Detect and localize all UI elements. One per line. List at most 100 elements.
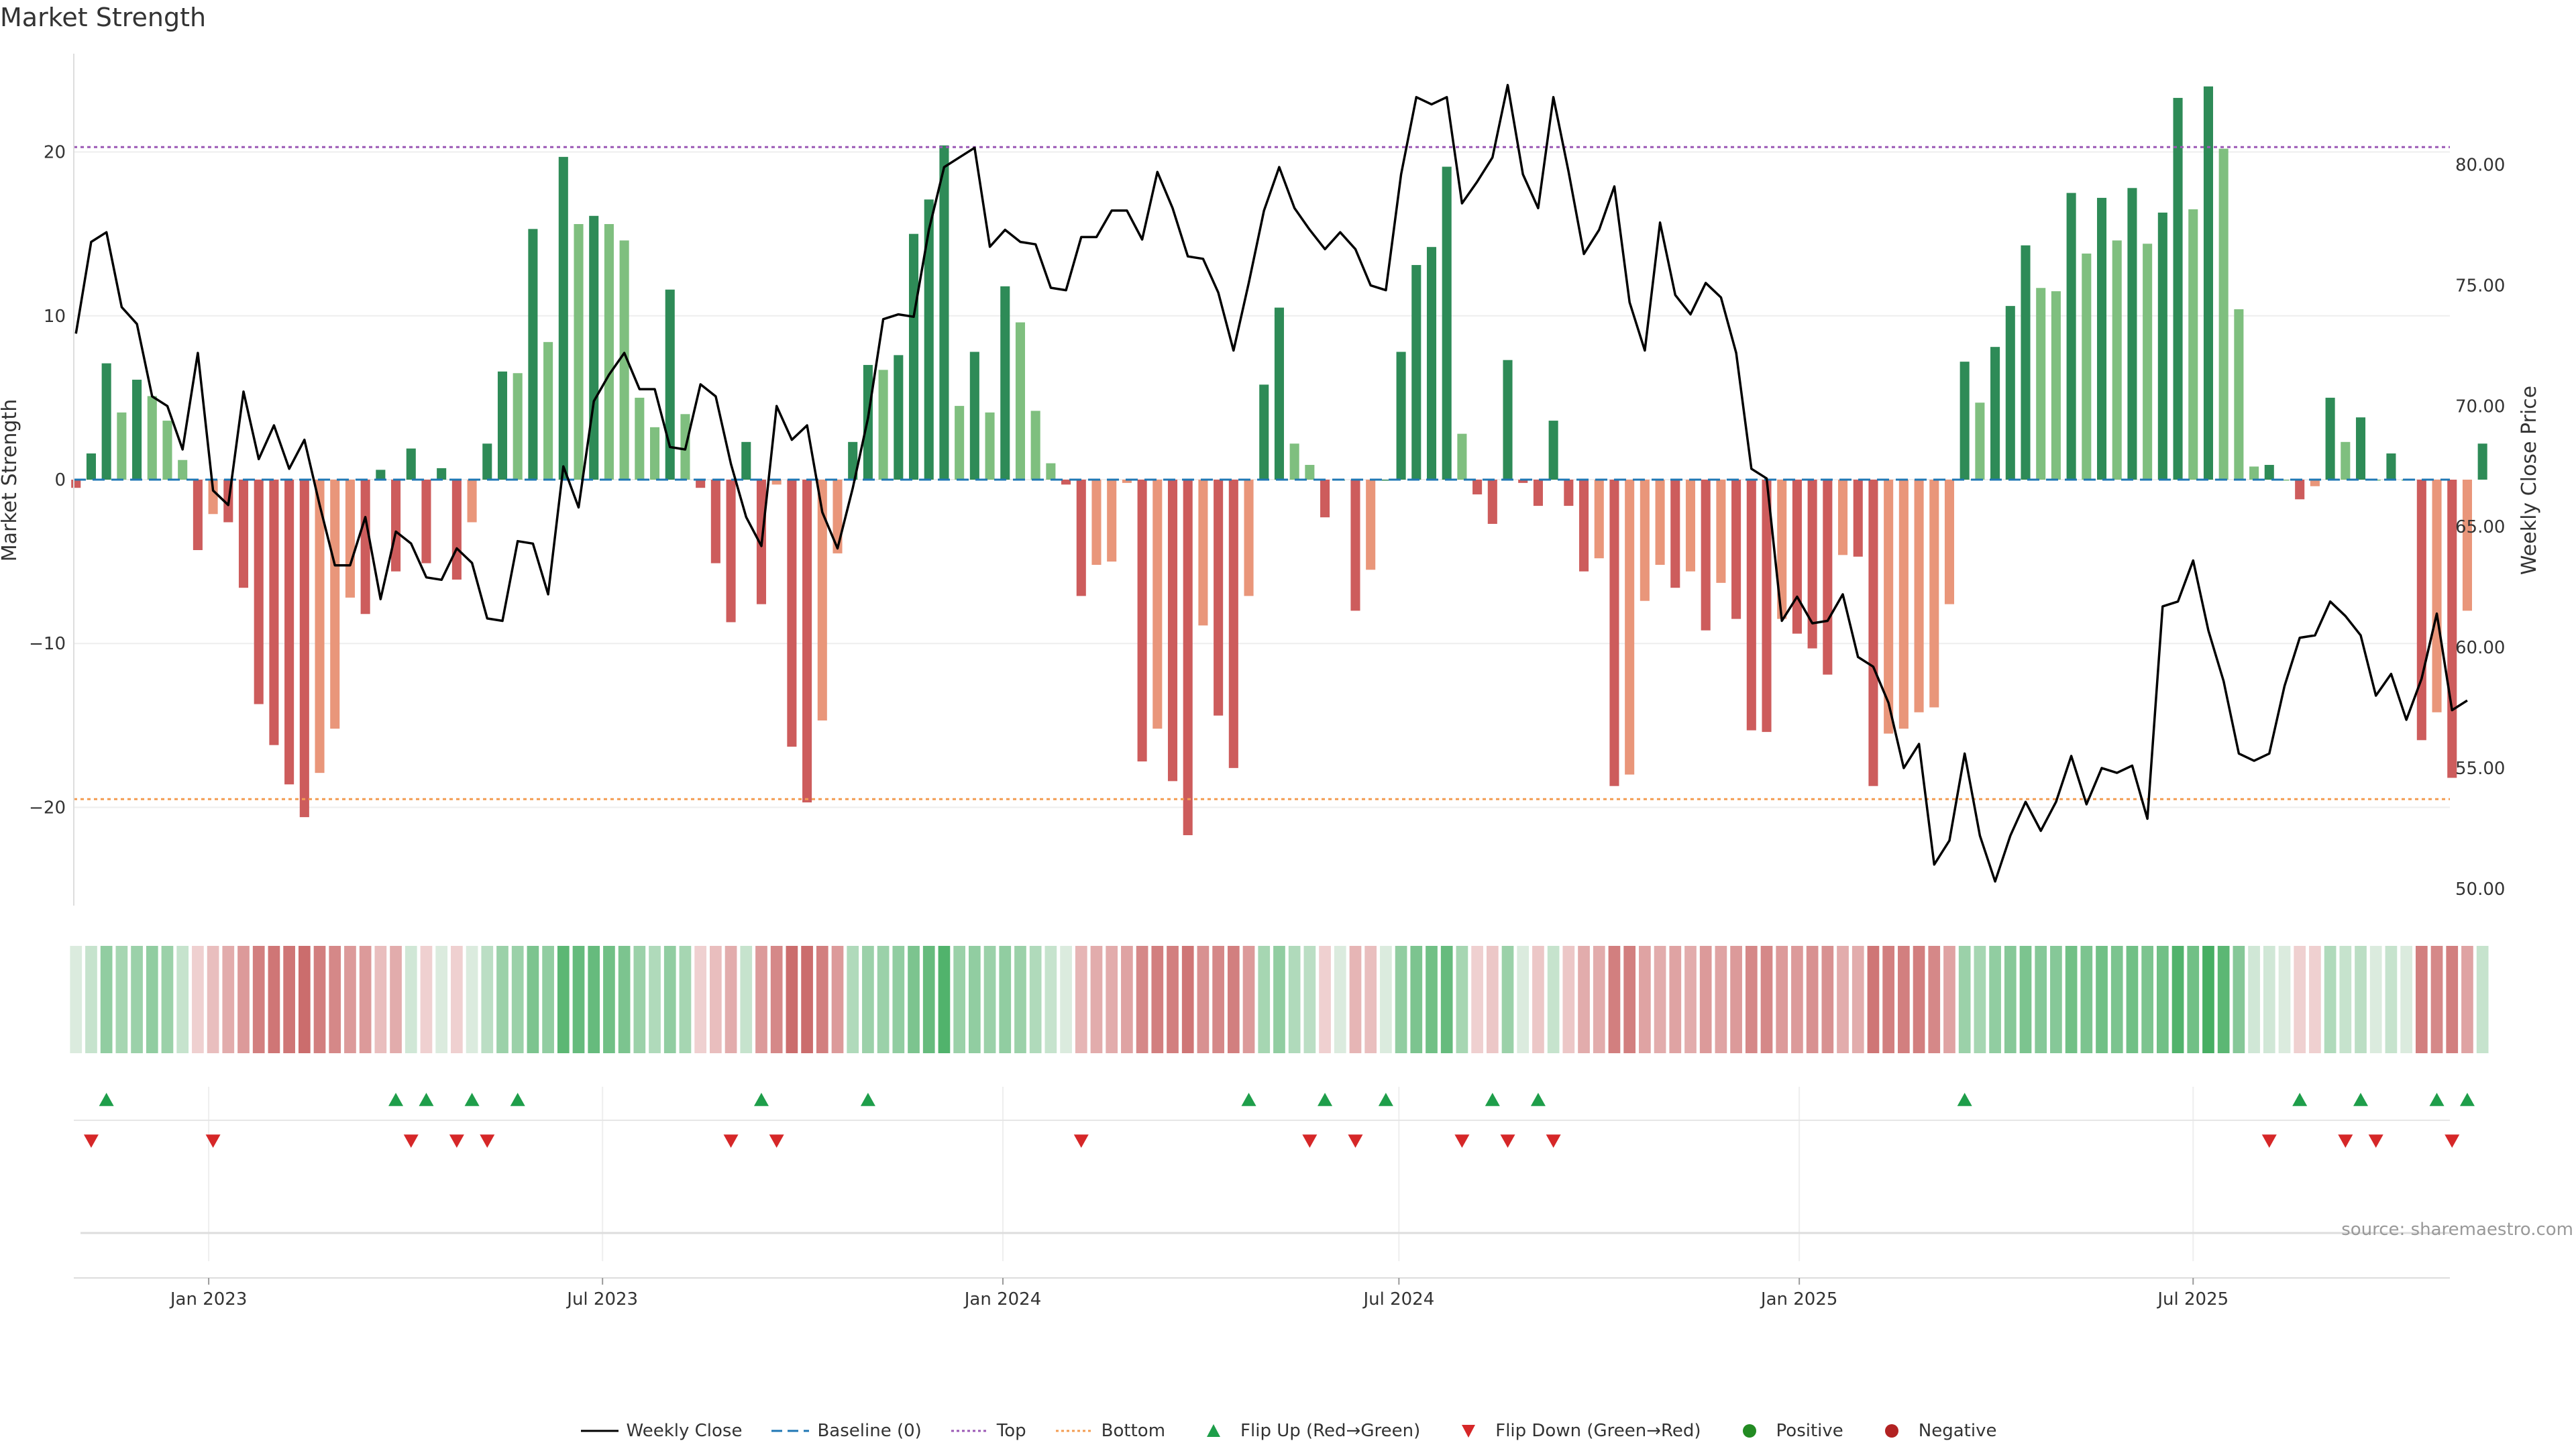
strength-bar <box>482 443 492 480</box>
heat-cell <box>2263 946 2275 1053</box>
strength-bar <box>1015 322 1026 480</box>
strength-bar <box>802 480 812 803</box>
strength-bar <box>1898 480 1909 729</box>
heat-cell <box>2324 946 2337 1053</box>
flip-up-marker <box>1957 1093 1972 1106</box>
flip-up-marker <box>388 1093 404 1106</box>
heat-cell <box>435 946 448 1053</box>
heat-cell <box>1578 946 1590 1053</box>
heat-cell <box>268 946 280 1053</box>
legend-item-top: Top <box>950 1421 1026 1441</box>
legend-item-bottom: Bottom <box>1055 1421 1165 1441</box>
heat-cell <box>770 946 783 1053</box>
strength-bar <box>1350 480 1360 611</box>
legend-label: Flip Down (Green→Red) <box>1495 1421 1701 1441</box>
flip-down-marker <box>1302 1134 1318 1148</box>
strength-bar <box>1442 166 1452 480</box>
heat-cell <box>1440 946 1453 1053</box>
heat-cell <box>1821 946 1834 1053</box>
heat-cell <box>1547 946 1560 1053</box>
strength-bar <box>1167 480 1178 782</box>
heat-cell <box>2476 946 2489 1053</box>
strength-bar <box>939 145 949 480</box>
strength-bar <box>1061 480 1071 485</box>
strength-bar <box>437 468 447 480</box>
strength-bar <box>635 397 645 480</box>
heat-cell <box>2080 946 2093 1053</box>
flip-down-marker <box>2261 1134 2277 1148</box>
heat-cell <box>192 946 204 1053</box>
strength-bar <box>894 355 904 480</box>
strength-bar <box>1548 421 1558 480</box>
strength-bar <box>391 480 401 572</box>
heat-cell <box>1501 946 1514 1053</box>
flip-down-marker <box>480 1134 495 1148</box>
strength-bar <box>284 480 294 785</box>
flip-down-marker <box>403 1134 419 1148</box>
heat-cell <box>161 946 174 1053</box>
heat-cell <box>1562 946 1575 1053</box>
heat-cell <box>847 946 859 1053</box>
strength-bar <box>1914 480 1924 712</box>
heat-cell <box>2385 946 2398 1053</box>
strength-bar <box>2188 209 2198 480</box>
strength-bar <box>2157 212 2167 480</box>
strength-bar <box>1503 360 1513 480</box>
flip-up-marker <box>1318 1093 1333 1106</box>
strength-bar <box>1076 480 1086 596</box>
heat-cell <box>1410 946 1423 1053</box>
heat-cell <box>2096 946 2108 1053</box>
strength-bar <box>193 480 203 551</box>
strength-bar <box>1381 480 1391 481</box>
heat-cell <box>1745 946 1758 1053</box>
strength-bar <box>528 229 538 480</box>
flip-down-marker <box>449 1134 464 1148</box>
y-left-tick-label: −20 <box>29 798 66 818</box>
heat-cell <box>1471 946 1483 1053</box>
legend-item-negative: Negative <box>1872 1421 1996 1441</box>
positive-legend-symbol <box>1742 1424 1756 1438</box>
flip-up-marker <box>860 1093 875 1106</box>
heat-cell <box>557 946 570 1053</box>
heat-cell <box>1898 946 1910 1053</box>
weekly-close-line <box>74 84 2468 883</box>
strength-bar <box>1746 480 1756 731</box>
strength-bar <box>1594 480 1604 559</box>
legend-label: Weekly Close <box>626 1421 743 1441</box>
strength-bar <box>2447 480 2457 778</box>
strength-bar <box>1366 480 1376 570</box>
strength-bar <box>269 480 279 745</box>
flip-up-marker <box>99 1093 114 1106</box>
y-right-tick-label: 60.00 <box>2455 638 2505 658</box>
heat-cell <box>1669 946 1682 1053</box>
y-left-tick-label: 0 <box>54 470 66 490</box>
strength-bar <box>878 370 888 480</box>
strength-bar <box>1685 480 1696 572</box>
heat-cell <box>2202 946 2214 1053</box>
strength-bar <box>1990 347 2000 480</box>
strength-bar <box>1731 480 1741 619</box>
heat-cell <box>1121 946 1133 1053</box>
strength-bar <box>2127 188 2137 480</box>
flip-up-marker <box>2353 1093 2369 1106</box>
heat-cell <box>603 946 615 1053</box>
strength-bar <box>1472 480 1483 494</box>
strength-bar <box>1152 480 1163 729</box>
heat-cell <box>1456 946 1468 1053</box>
x-tick-label: Jan 2023 <box>169 1289 248 1309</box>
strength-bar <box>2203 86 2213 480</box>
heat-cell <box>2369 946 2382 1053</box>
strength-bar <box>162 421 172 480</box>
heat-cell <box>1958 946 1971 1053</box>
y-right-tick-label: 75.00 <box>2455 276 2505 296</box>
heat-cell <box>374 946 387 1053</box>
heat-cell <box>283 946 295 1053</box>
strength-bar <box>2416 480 2426 741</box>
heat-cell <box>831 946 844 1053</box>
strength-bar <box>1670 480 1680 588</box>
heat-cell <box>2355 946 2367 1053</box>
strength-bar <box>1823 480 1833 675</box>
x-tick-label: Jan 2024 <box>963 1289 1042 1309</box>
strength-bar <box>1640 480 1650 601</box>
